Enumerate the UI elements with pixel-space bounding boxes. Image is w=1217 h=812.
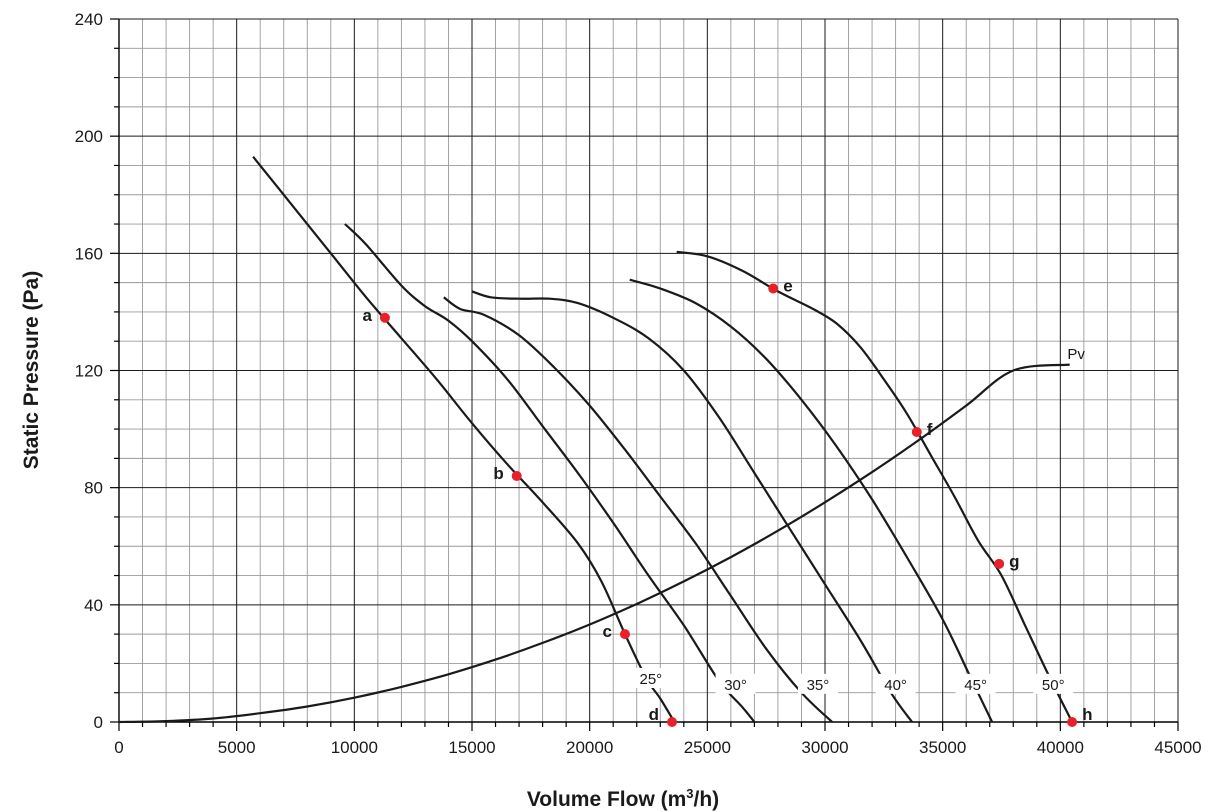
x-tick-label: 40000 bbox=[1037, 738, 1084, 757]
operating-point-label-e: e bbox=[783, 276, 792, 295]
y-tick-label: 200 bbox=[75, 127, 103, 146]
curve-label-50deg: 50° bbox=[1042, 677, 1065, 694]
curve-label-bg bbox=[630, 667, 671, 688]
operating-point-label-a: a bbox=[362, 306, 372, 325]
x-tick-label: 20000 bbox=[566, 738, 613, 757]
operating-point-label-b: b bbox=[493, 464, 503, 483]
x-tick-label: 25000 bbox=[684, 738, 731, 757]
curve-30deg bbox=[344, 223, 756, 723]
curve-45deg bbox=[629, 278, 994, 723]
curve-label-bg bbox=[955, 673, 996, 694]
operating-point-c bbox=[619, 629, 630, 640]
curve-label-25deg: 25° bbox=[640, 671, 663, 688]
operating-point-a bbox=[379, 312, 390, 323]
x-tick-labels: 0 5000 10000 15000 20000 25000 30000 35000 40000… bbox=[114, 738, 1201, 757]
y-tick-label: 40 bbox=[84, 596, 103, 615]
curve-label-bg bbox=[1033, 673, 1074, 694]
y-axis-title: Static Pressure (Pa) bbox=[20, 271, 43, 469]
y-tick-label: 160 bbox=[75, 244, 103, 263]
x-tick-label: 10000 bbox=[331, 738, 378, 757]
y-tick-label: 120 bbox=[75, 362, 103, 381]
operating-point-g bbox=[994, 558, 1005, 569]
y-tick-label: 240 bbox=[75, 10, 103, 29]
major-grid bbox=[118, 18, 1179, 723]
operating-point-label-f: f bbox=[927, 420, 933, 439]
y-tick-label: 0 bbox=[94, 713, 103, 732]
curve-40deg bbox=[471, 290, 913, 723]
y-tick-label: 80 bbox=[84, 479, 103, 498]
x-tick-label: 45000 bbox=[1154, 738, 1201, 757]
operating-point-b bbox=[511, 470, 522, 481]
curve-35deg bbox=[443, 296, 833, 723]
x-tick-label: 5000 bbox=[218, 738, 256, 757]
operating-point-d bbox=[667, 717, 678, 727]
operating-point-label-g: g bbox=[1009, 552, 1019, 571]
curve-label-45deg: 45° bbox=[964, 677, 987, 694]
curve-label-bg bbox=[797, 673, 838, 694]
x-tick-label: 30000 bbox=[801, 738, 848, 757]
curve-label-30deg: 30° bbox=[724, 677, 747, 694]
operating-point-label-d: d bbox=[649, 705, 659, 724]
x-tick-label: 15000 bbox=[448, 738, 495, 757]
y-tick-labels: 0 40 80 120 160 200 240 bbox=[75, 10, 103, 732]
axes bbox=[110, 18, 1179, 731]
curve-label-bg bbox=[715, 673, 756, 694]
curve-pv bbox=[118, 363, 1070, 724]
curve-label-35deg: 35° bbox=[807, 677, 830, 694]
curve-25deg bbox=[252, 156, 676, 723]
curve-labels: 25° 30° 35° 40° 45° 50° Pv bbox=[630, 346, 1085, 694]
operating-point-h bbox=[1067, 717, 1078, 727]
operating-points: a b c d e f g h bbox=[362, 276, 1092, 727]
curve-label-pv: Pv bbox=[1067, 346, 1085, 363]
curve-label-40deg: 40° bbox=[884, 677, 907, 694]
x-tick-label: 35000 bbox=[919, 738, 966, 757]
operating-point-label-c: c bbox=[602, 622, 611, 641]
operating-point-f bbox=[911, 427, 922, 438]
performance-curves bbox=[118, 156, 1074, 724]
curve-50deg bbox=[676, 250, 1074, 723]
operating-point-label-h: h bbox=[1082, 705, 1092, 724]
curve-label-bg bbox=[875, 673, 916, 694]
operating-point-e bbox=[768, 283, 779, 294]
x-axis-title: Volume Flow (m3/h) bbox=[527, 786, 719, 811]
x-tick-label: 0 bbox=[114, 738, 123, 757]
